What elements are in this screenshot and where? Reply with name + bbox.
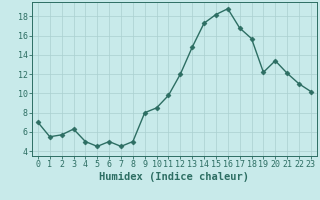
X-axis label: Humidex (Indice chaleur): Humidex (Indice chaleur): [100, 172, 249, 182]
